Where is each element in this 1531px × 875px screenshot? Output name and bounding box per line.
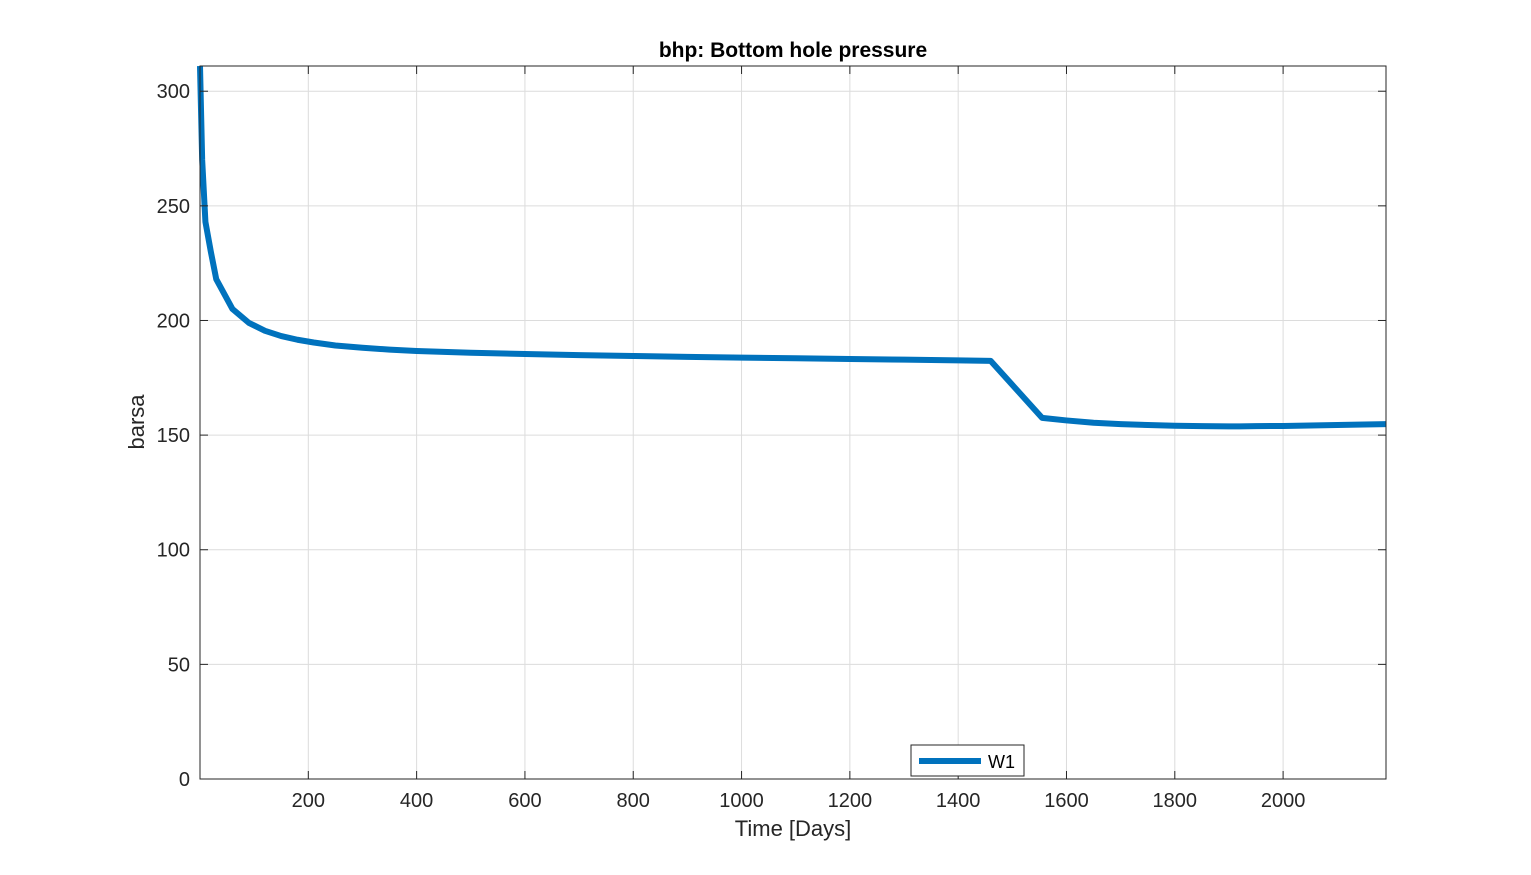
x-tick-label: 1600 [1044, 790, 1089, 812]
legend-label-w1: W1 [988, 752, 1015, 772]
x-tick-labels: 200 400 600 800 1000 1200 1400 1600 1800 2000 [292, 790, 1306, 812]
legend: W1 [910, 744, 1025, 777]
x-axis-label: Time [Days] [735, 816, 852, 841]
axes-frame [199, 65, 1387, 780]
y-tick-labels: 0 50 100 150 200 250 300 [157, 81, 190, 791]
x-tick-label: 800 [617, 790, 650, 812]
chart-title: bhp: Bottom hole pressure [659, 39, 927, 62]
y-tick-label: 150 [157, 425, 190, 447]
y-axis-label: barsa [124, 394, 149, 450]
x-tick-label: 1400 [936, 790, 981, 812]
tick-marks [200, 66, 1386, 780]
x-tick-label: 1800 [1153, 790, 1198, 812]
x-tick-label: 2000 [1261, 790, 1306, 812]
x-tick-label: 400 [400, 790, 433, 812]
y-tick-label: 200 [157, 310, 190, 332]
y-tick-label: 300 [157, 81, 190, 103]
x-tick-label: 1200 [828, 790, 873, 812]
x-tick-label: 1000 [719, 790, 764, 812]
plot-area [200, 66, 1386, 779]
y-tick-label: 50 [168, 654, 190, 676]
x-tick-label: 600 [508, 790, 541, 812]
y-tick-label: 100 [157, 540, 190, 562]
y-tick-label: 250 [157, 196, 190, 218]
x-tick-label: 200 [292, 790, 325, 812]
y-tick-label: 0 [179, 769, 190, 791]
series-line-w1 [197, 65, 1387, 430]
series-layer [197, 65, 1387, 430]
